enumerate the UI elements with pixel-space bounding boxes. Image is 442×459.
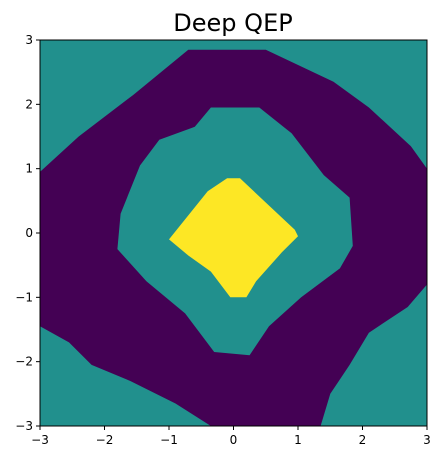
x-tick-label: 3 <box>423 433 431 447</box>
y-axis: −3 −2 −1 0 1 2 3 <box>15 33 40 433</box>
y-tick-label: 3 <box>25 33 33 47</box>
y-tick-label: 0 <box>25 226 33 240</box>
x-tick-label: 2 <box>359 433 367 447</box>
y-tick-label: 2 <box>25 97 33 111</box>
x-axis: −3 −2 −1 0 1 2 3 <box>31 426 431 447</box>
plot-area <box>40 40 427 426</box>
y-tick-label: −3 <box>15 419 33 433</box>
x-tick-label: −3 <box>31 433 49 447</box>
y-tick-label: −2 <box>15 355 33 369</box>
chart-title: Deep QEP <box>173 9 292 37</box>
y-tick-label: 1 <box>25 162 33 176</box>
y-tick-label: −1 <box>15 290 33 304</box>
x-tick-label: −2 <box>96 433 114 447</box>
x-tick-label: 1 <box>294 433 302 447</box>
x-tick-label: −1 <box>160 433 178 447</box>
x-tick-label: 0 <box>230 433 238 447</box>
contour-region-center-peak <box>169 178 298 298</box>
